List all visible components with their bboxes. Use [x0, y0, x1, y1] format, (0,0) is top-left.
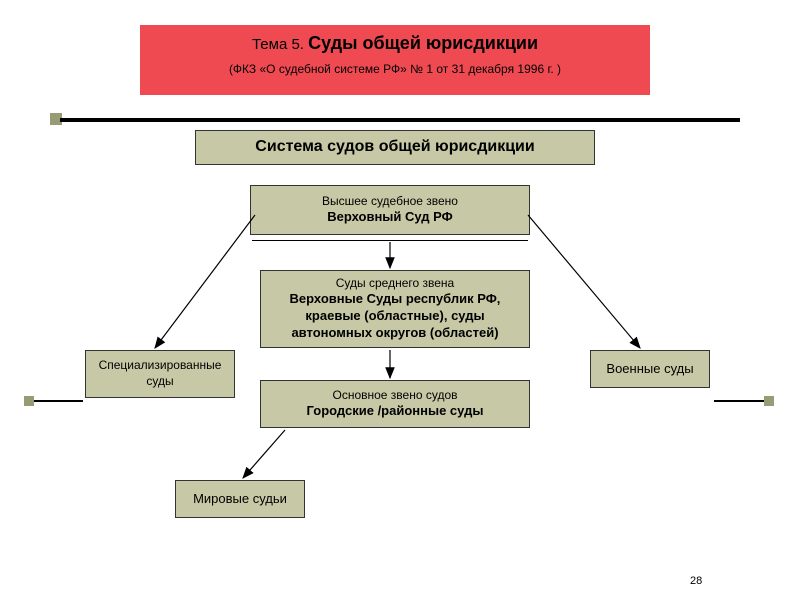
box-spec-text: Специализированные суды — [92, 358, 228, 389]
box-military-courts: Военные суды — [590, 350, 710, 388]
title-subtitle: (ФКЗ «О судебной системе РФ» № 1 от 31 д… — [150, 62, 640, 76]
title-line-1: Тема 5. Суды общей юрисдикции — [150, 33, 640, 54]
box-system-text: Система судов общей юрисдикции — [255, 137, 534, 158]
side-square-right — [764, 396, 774, 406]
box-city-sub: Основное звено судов — [332, 388, 457, 404]
divider-under-supreme — [252, 240, 528, 241]
side-rule-left — [28, 400, 83, 402]
box-mid-main: Верховные Суды республик РФ, краевые (об… — [267, 291, 523, 342]
box-supreme-court: Высшее судебное звено Верховный Суд РФ — [250, 185, 530, 235]
box-justices-peace: Мировые судьи — [175, 480, 305, 518]
title-main: Суды общей юрисдикции — [308, 33, 538, 53]
horizontal-rule — [60, 118, 740, 122]
title-prefix: Тема 5. — [252, 36, 308, 53]
box-justices-text: Мировые судьи — [193, 491, 287, 508]
box-city-courts: Основное звено судов Городские /районные… — [260, 380, 530, 428]
box-military-text: Военные суды — [606, 361, 693, 378]
box-specialized-courts: Специализированные суды — [85, 350, 235, 398]
page-number: 28 — [690, 575, 702, 587]
side-rule-right — [714, 400, 769, 402]
box-mid-courts: Суды среднего звена Верховные Суды респу… — [260, 270, 530, 348]
side-square-left — [24, 396, 34, 406]
box-mid-sub: Суды среднего звена — [336, 276, 454, 292]
box-supreme-sub: Высшее судебное звено — [322, 194, 458, 210]
box-system: Система судов общей юрисдикции — [195, 130, 595, 165]
title-header: Тема 5. Суды общей юрисдикции (ФКЗ «О су… — [140, 25, 650, 95]
box-city-main: Городские /районные суды — [307, 403, 484, 420]
box-supreme-main: Верховный Суд РФ — [327, 209, 453, 226]
